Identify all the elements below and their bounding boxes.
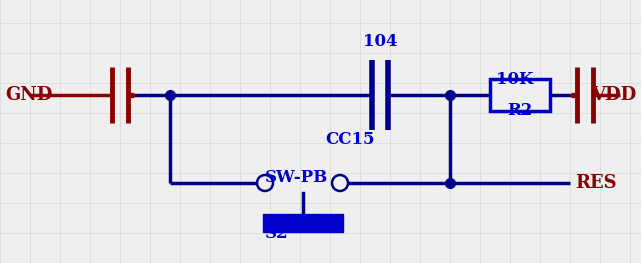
Bar [263, 214, 342, 232]
Text: GND: GND [5, 86, 53, 104]
Text: 104: 104 [363, 33, 397, 50]
Text: R2: R2 [507, 102, 533, 119]
Text: S2: S2 [265, 225, 288, 242]
Bar [490, 79, 550, 111]
Text: CC15: CC15 [325, 130, 374, 148]
Text: 10K: 10K [496, 71, 534, 88]
Text: RES: RES [575, 174, 617, 192]
Text: SW-PB: SW-PB [265, 169, 328, 186]
Text: VDD: VDD [591, 86, 636, 104]
